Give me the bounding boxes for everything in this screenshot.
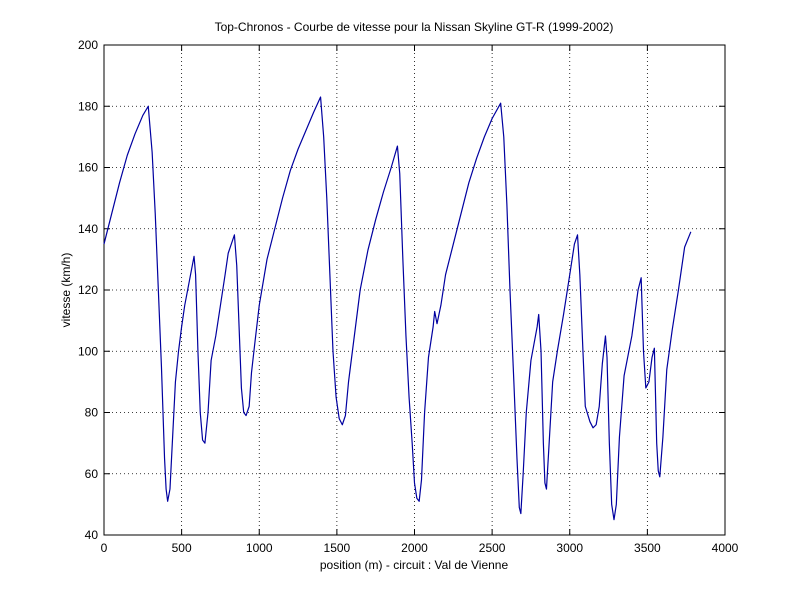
- y-tick-label: 60: [85, 467, 99, 481]
- speed-line: [103, 96, 692, 521]
- x-tick-label: 3000: [556, 541, 583, 555]
- y-tick-label: 120: [78, 283, 98, 297]
- y-tick-label: 200: [78, 38, 98, 52]
- y-axis-label: vitesse (km/h): [59, 253, 73, 328]
- y-tick-label: 180: [78, 99, 98, 113]
- x-tick-label: 2000: [401, 541, 428, 555]
- y-tick-label: 160: [78, 161, 98, 175]
- x-tick-label: 1500: [324, 541, 351, 555]
- y-tick-label: 100: [78, 344, 98, 358]
- x-tick-label: 4000: [712, 541, 739, 555]
- x-axis-label: position (m) - circuit : Val de Vienne: [320, 558, 509, 572]
- x-tick-label: 0: [101, 541, 108, 555]
- chart-title: Top-Chronos - Courbe de vitesse pour la …: [215, 20, 614, 34]
- plot-frame: [103, 44, 726, 536]
- y-tick-label: 80: [85, 406, 99, 420]
- y-tick-label: 140: [78, 222, 98, 236]
- y-tick-label: 40: [85, 528, 99, 542]
- x-tick-label: 500: [172, 541, 192, 555]
- x-tick-label: 1000: [246, 541, 273, 555]
- x-tick-label: 3500: [634, 541, 661, 555]
- x-tick-label: 2500: [479, 541, 506, 555]
